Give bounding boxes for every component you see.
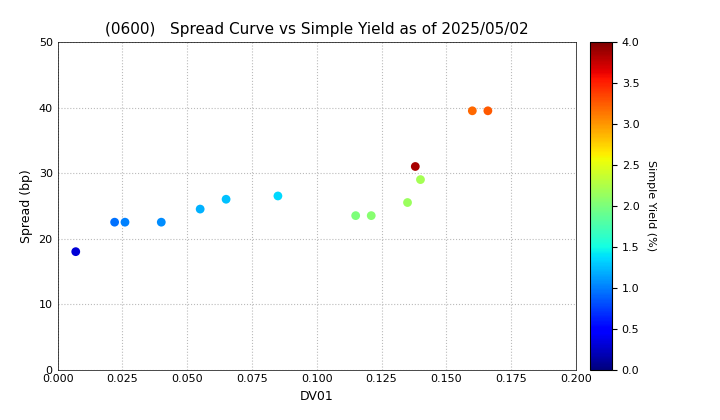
Point — [366, 212, 377, 219]
Point — [415, 176, 426, 183]
Point — [120, 219, 131, 226]
Point — [272, 193, 284, 199]
Point — [194, 206, 206, 213]
Point — [350, 212, 361, 219]
Point — [70, 248, 81, 255]
Point — [402, 199, 413, 206]
Point — [109, 219, 120, 226]
Point — [220, 196, 232, 202]
Y-axis label: Simple Yield (%): Simple Yield (%) — [646, 160, 656, 251]
Title: (0600)   Spread Curve vs Simple Yield as of 2025/05/02: (0600) Spread Curve vs Simple Yield as o… — [105, 22, 528, 37]
Point — [410, 163, 421, 170]
Point — [467, 108, 478, 114]
Point — [482, 108, 494, 114]
Point — [156, 219, 167, 226]
X-axis label: DV01: DV01 — [300, 390, 333, 403]
Y-axis label: Spread (bp): Spread (bp) — [20, 169, 33, 243]
